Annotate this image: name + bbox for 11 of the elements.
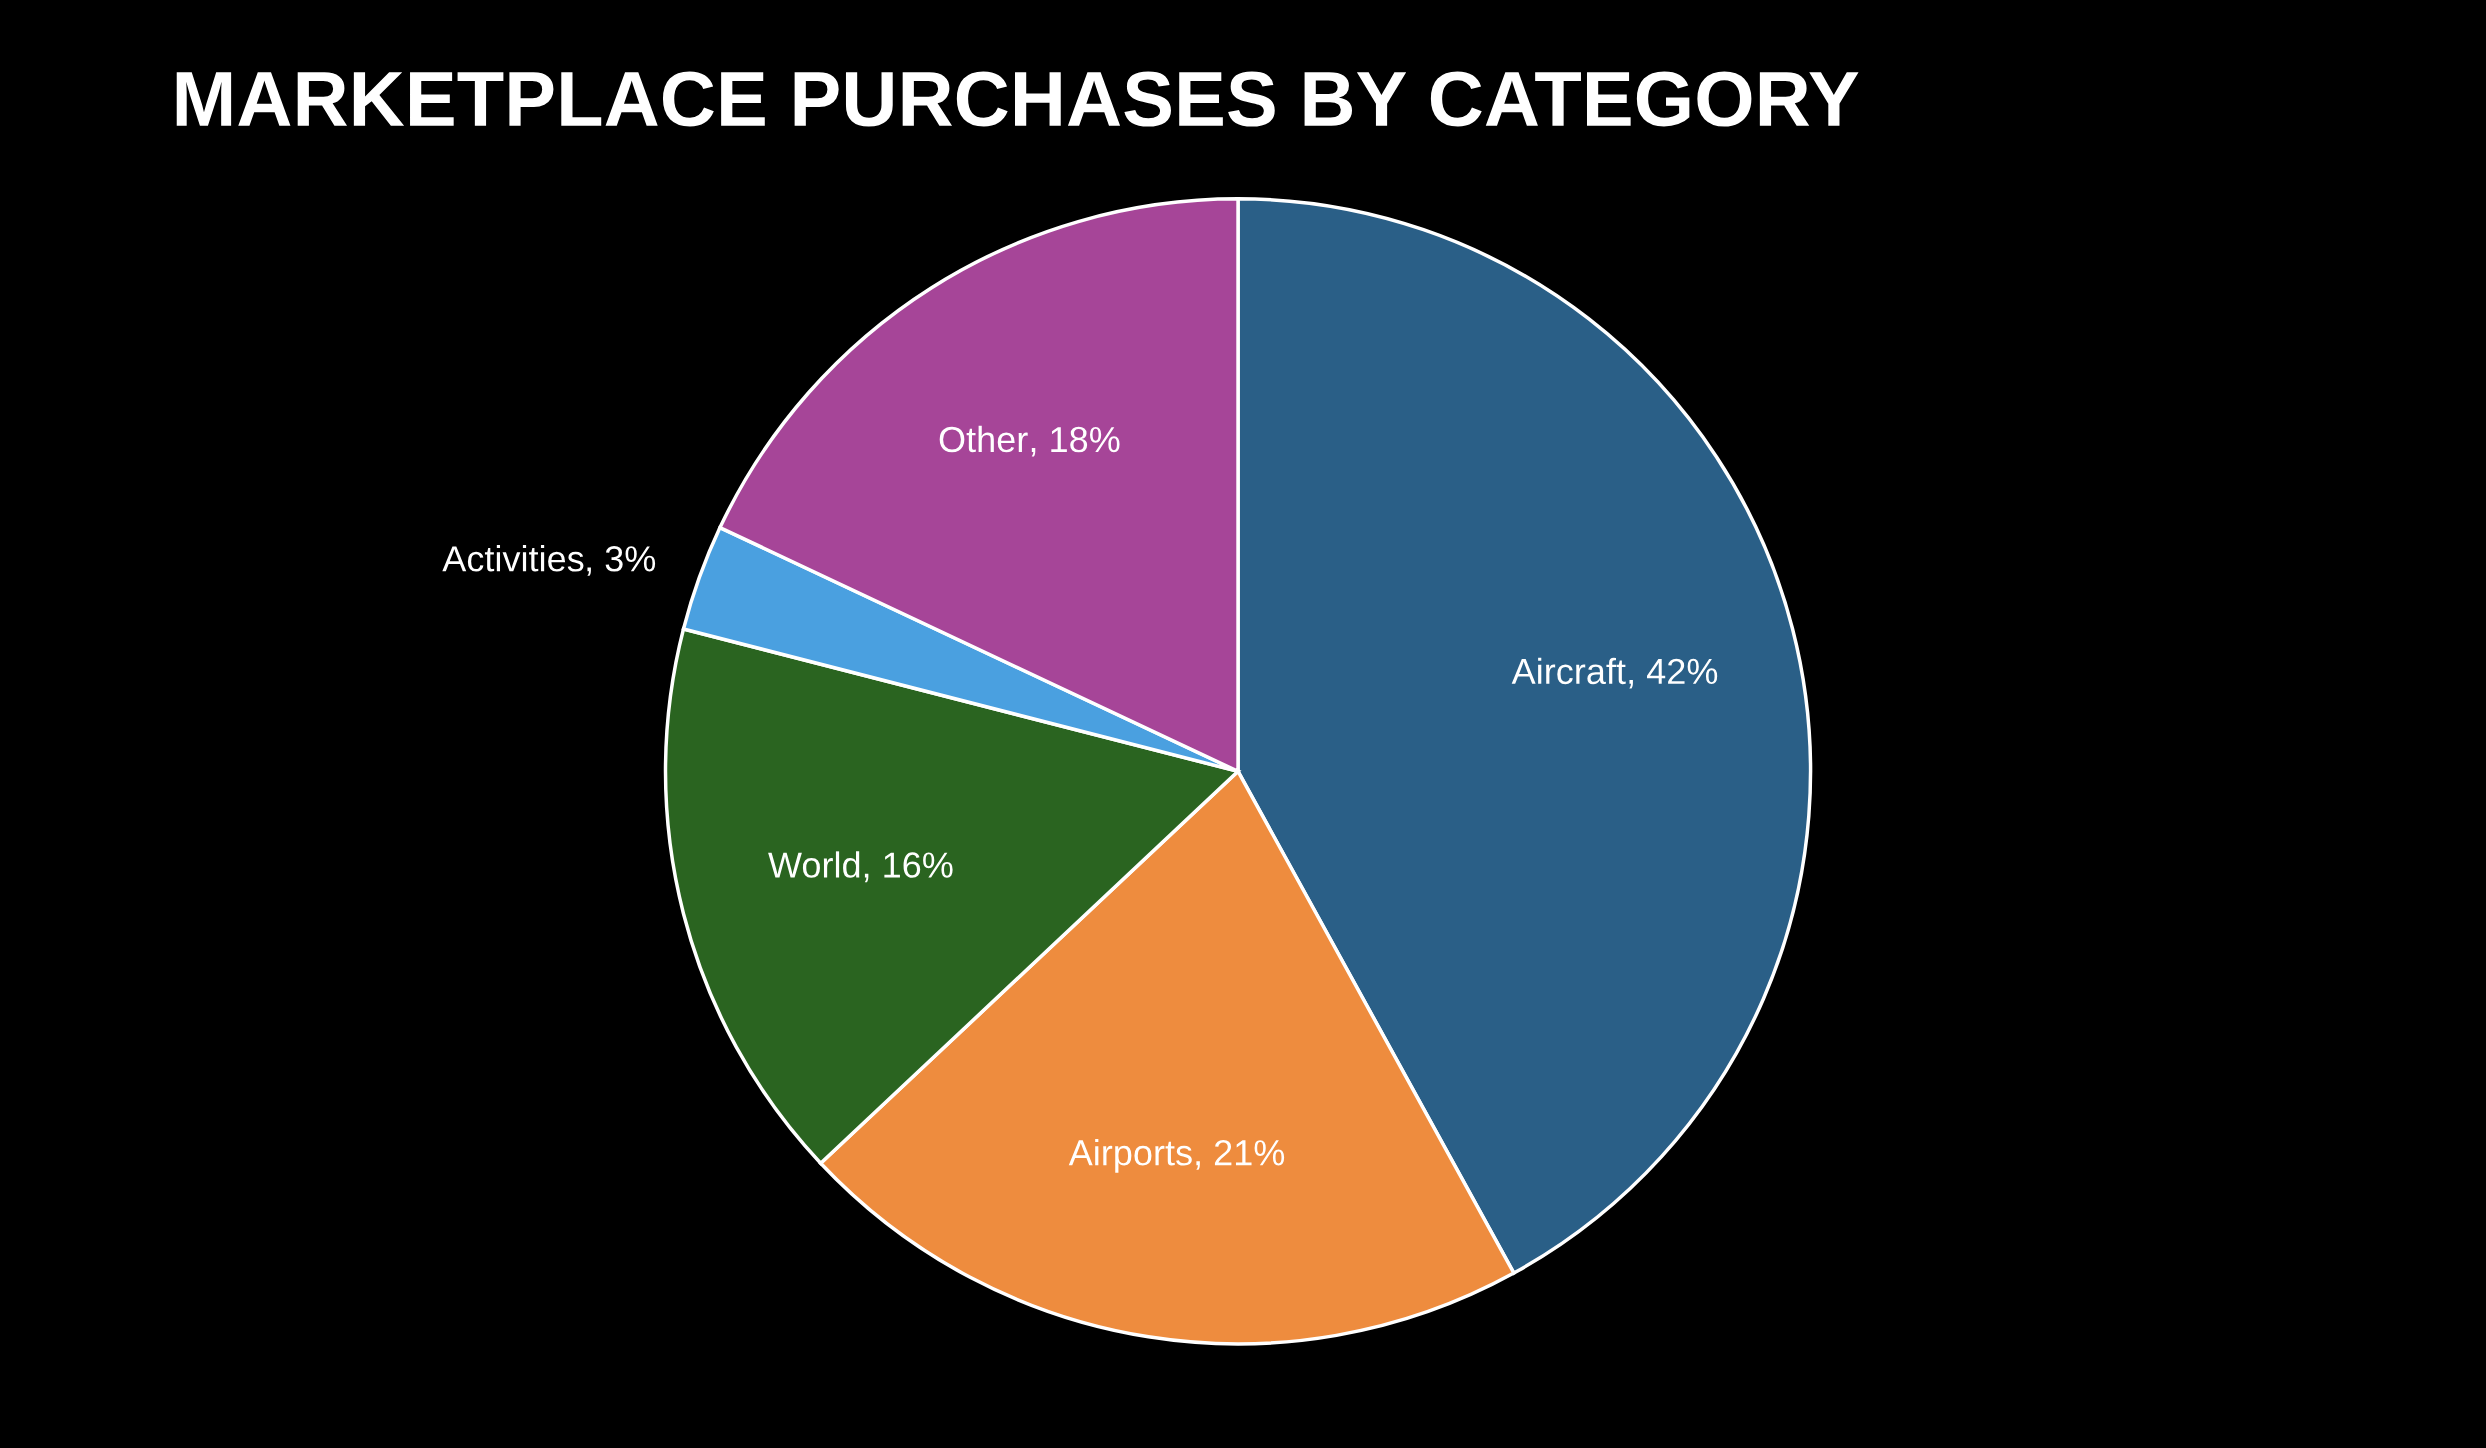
data-label: , 18% [1031, 426, 1120, 457]
slice-label: Aircraft [1511, 657, 1626, 685]
slice-label: Other [939, 425, 1028, 453]
slice-label: World [768, 851, 860, 878]
data-label: , 42% [1629, 658, 1718, 689]
slice-label: Airports [1068, 1139, 1192, 1173]
data-label: , 3% [587, 546, 656, 576]
slice-label: Activities [442, 545, 584, 572]
data-label: , 16% [864, 852, 953, 883]
chart-title: MARKETPLACE PURCHASES BY CATEGORY [176, 71, 1859, 127]
data-label: , 21% [1196, 1140, 1285, 1170]
